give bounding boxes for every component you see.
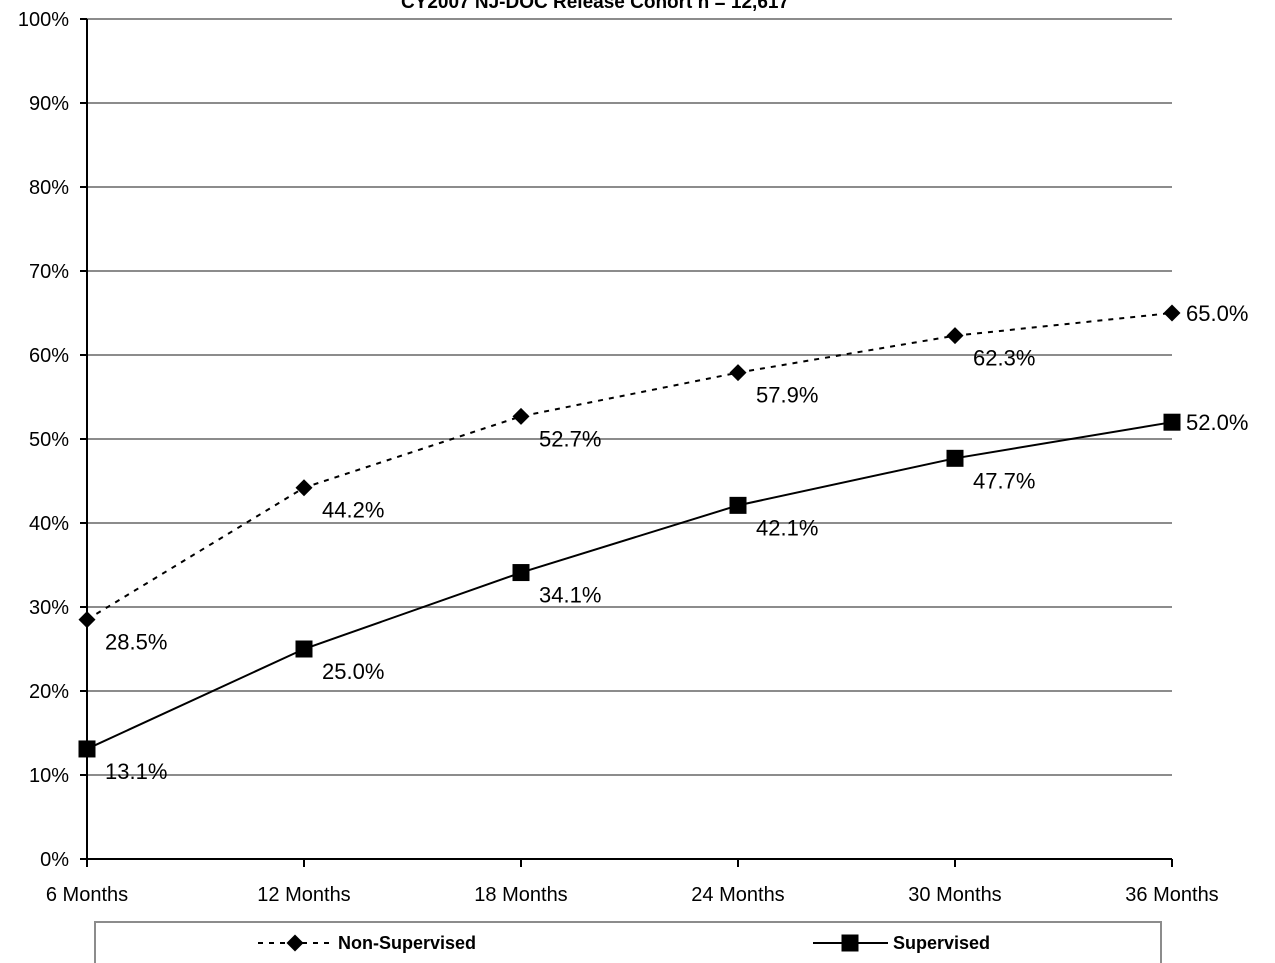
data-point-non-supervised — [1163, 304, 1181, 322]
x-axis-ticks: 6 Months 12 Months 18 Months 24 Months 30 Mo… — [46, 859, 1219, 906]
data-label-supervised: 47.7% — [973, 468, 1035, 493]
y-tick-label: 10% — [29, 765, 69, 787]
data-point-non-supervised — [78, 611, 96, 629]
y-tick-label: 100% — [18, 9, 69, 31]
data-point-supervised — [78, 740, 96, 758]
axes — [86, 19, 1172, 866]
legend-item-non-supervised: Non-Supervised — [258, 933, 476, 953]
data-label-non-supervised: 44.2% — [322, 498, 384, 523]
y-axis-ticks: 0% 10% 20% 30% 40% 50% 60% 70% 80% 90% 100% — [18, 9, 87, 871]
chart-title: CY2007 NJ-DOC Release Cohort n = 12,617 — [401, 0, 789, 13]
y-tick-label: 90% — [29, 93, 69, 115]
y-tick-label: 40% — [29, 513, 69, 535]
series-line-non-supervised — [86, 312, 1173, 621]
y-tick-label: 20% — [29, 681, 69, 703]
data-label-supervised: 42.1% — [756, 515, 818, 540]
legend: Non-Supervised Supervised — [94, 921, 1162, 963]
y-tick-label: 0% — [40, 849, 69, 871]
data-label-supervised: 52.0% — [1186, 410, 1248, 435]
y-tick-label: 50% — [29, 429, 69, 451]
data-label-supervised: 13.1% — [105, 759, 167, 784]
legend-item-supervised: Supervised — [813, 933, 990, 953]
data-label-non-supervised: 62.3% — [973, 346, 1035, 371]
data-label-supervised: 34.1% — [539, 583, 601, 608]
y-tick-label: 30% — [29, 597, 69, 619]
data-point-supervised — [729, 496, 747, 514]
data-point-supervised — [1163, 413, 1181, 431]
data-point-non-supervised — [729, 364, 747, 382]
legend-label: Non-Supervised — [338, 933, 476, 953]
x-tick-label: 30 Months — [908, 884, 1001, 906]
legend-label: Supervised — [893, 933, 990, 953]
x-tick-label: 18 Months — [474, 884, 567, 906]
series-supervised: 13.1% 25.0% 34.1% 42.1% 47.7% 52.0% — [78, 410, 1248, 784]
series-layer: 28.5% 44.2% 52.7% 57.9% 62.3% 65.0% 13.1% 25.0%… — [78, 301, 1248, 784]
data-point-supervised — [512, 564, 530, 582]
x-tick-label: 24 Months — [691, 884, 784, 906]
data-point-non-supervised — [946, 327, 964, 345]
data-label-supervised: 25.0% — [322, 659, 384, 684]
legend-box — [94, 921, 1162, 963]
data-point-supervised — [295, 640, 313, 658]
series-line-supervised — [86, 421, 1173, 750]
legend-marker — [286, 934, 304, 952]
x-tick-label: 6 Months — [46, 884, 128, 906]
gridlines — [87, 18, 1172, 776]
data-point-supervised — [946, 449, 964, 467]
y-tick-label: 80% — [29, 177, 69, 199]
series-non-supervised: 28.5% 44.2% 52.7% 57.9% 62.3% 65.0% — [78, 301, 1248, 655]
data-label-non-supervised: 57.9% — [756, 383, 818, 408]
x-tick-label: 12 Months — [257, 884, 350, 906]
y-tick-label: 60% — [29, 345, 69, 367]
legend-marker — [841, 934, 859, 952]
data-point-non-supervised — [295, 479, 313, 497]
data-label-non-supervised: 28.5% — [105, 630, 167, 655]
y-tick-label: 70% — [29, 261, 69, 283]
x-tick-label: 36 Months — [1125, 884, 1218, 906]
data-point-non-supervised — [512, 407, 530, 425]
data-label-non-supervised: 52.7% — [539, 426, 601, 451]
data-label-non-supervised: 65.0% — [1186, 301, 1248, 326]
